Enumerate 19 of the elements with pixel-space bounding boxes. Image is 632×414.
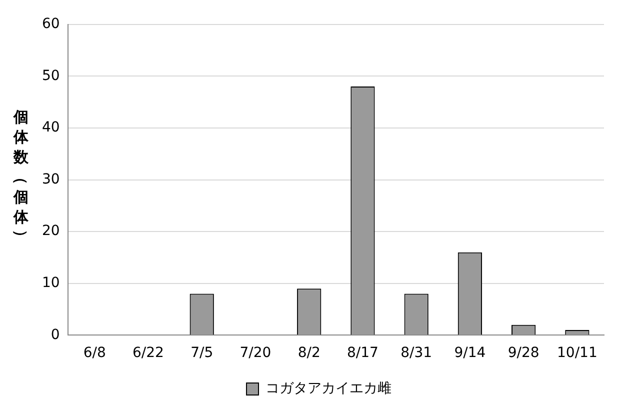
x-tick-label: 10/11 [557,345,598,362]
x-tick-label: 8/2 [298,345,320,362]
y-tick-label: 30 [42,171,60,188]
x-tick-label: 6/22 [132,345,164,362]
y-tick-label: 10 [42,275,60,292]
y-tick-label: 60 [42,16,60,32]
y-axis-title: 個体数（個体） [11,107,31,246]
y-tick-label: 40 [42,120,60,136]
x-tick-label: 8/31 [400,345,432,362]
x-tick-label: 6/8 [83,345,106,362]
x-tick-label: 9/14 [454,345,486,362]
y-tick-label: 0 [50,326,60,343]
legend-label: コガタアカイエカ雌 [266,380,392,397]
x-tick-label: 8/17 [346,345,378,362]
x-tick-label: 7/5 [190,345,214,362]
y-tick-label: 20 [42,223,60,240]
x-tick-label: 9/28 [508,345,540,362]
x-tick-label: 7/20 [240,345,272,362]
y-tick-label: 50 [42,68,60,84]
